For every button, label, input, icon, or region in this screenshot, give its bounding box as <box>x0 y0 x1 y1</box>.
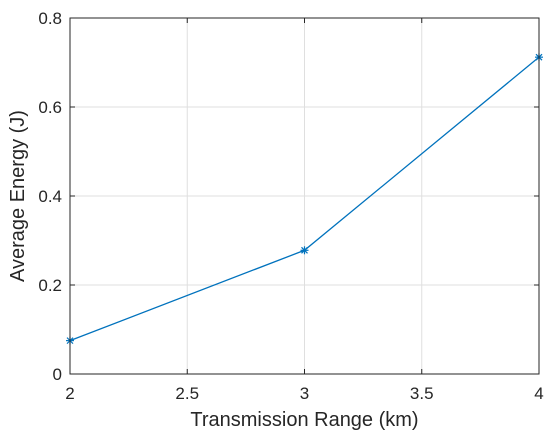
data-point-marker <box>300 246 309 255</box>
grid-lines <box>69 17 540 375</box>
tick-marks <box>69 17 540 375</box>
y-axis-label: Average Energy (J) <box>7 110 29 282</box>
x-tick-label: 2.5 <box>175 384 199 403</box>
x-tick-label: 3 <box>300 384 309 403</box>
y-tick-label: 0.2 <box>38 276 62 295</box>
x-tick-label: 3.5 <box>410 384 434 403</box>
x-tick-label: 4 <box>534 384 543 403</box>
y-tick-labels: 0 0.2 0.4 0.6 0.8 <box>38 9 62 384</box>
y-tick-label: 0.8 <box>38 9 62 28</box>
x-tick-label: 2 <box>65 384 74 403</box>
y-tick-label: 0.4 <box>38 187 62 206</box>
x-axis-label: Transmission Range (km) <box>190 409 418 431</box>
y-tick-label: 0 <box>53 365 62 384</box>
y-tick-label: 0.6 <box>38 98 62 117</box>
x-tick-labels: 2 2.5 3 3.5 4 <box>65 384 543 403</box>
